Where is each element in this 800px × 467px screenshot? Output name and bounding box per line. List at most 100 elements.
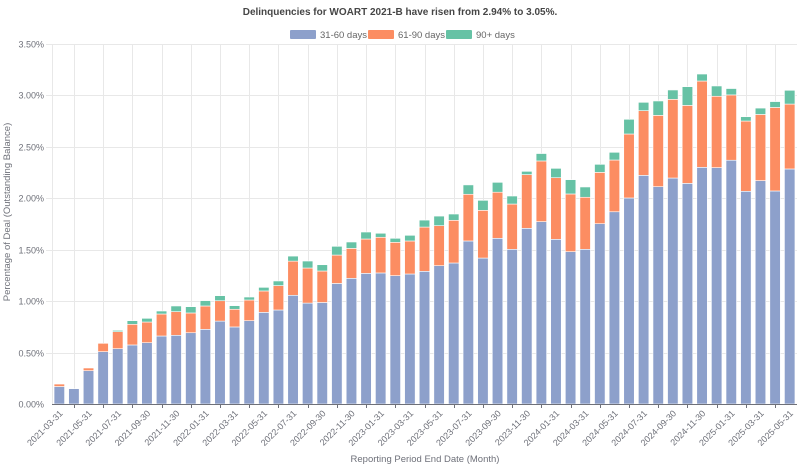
bar-stack[interactable] (550, 168, 562, 405)
bar-31-60-days[interactable] (594, 223, 606, 405)
bar-61-90-days[interactable] (272, 285, 284, 311)
bar-61-90-days[interactable] (608, 159, 620, 213)
bar-61-90-days[interactable] (126, 323, 138, 346)
bar-stack[interactable] (316, 264, 328, 405)
bar-stack[interactable] (477, 200, 489, 405)
bar-90-days[interactable] (652, 100, 664, 116)
bar-61-90-days[interactable] (53, 383, 65, 387)
bar-61-90-days[interactable] (316, 270, 328, 303)
bar-31-60-days[interactable] (608, 211, 620, 405)
bar-31-60-days[interactable] (754, 180, 767, 405)
bar-61-90-days[interactable] (638, 110, 650, 176)
bar-90-days[interactable] (638, 102, 650, 111)
bar-stack[interactable] (258, 287, 270, 405)
bar-90-days[interactable] (112, 330, 124, 332)
bar-90-days[interactable] (667, 89, 679, 100)
bar-31-60-days[interactable] (418, 271, 431, 405)
bar-31-60-days[interactable] (199, 329, 211, 405)
bar-90-days[interactable] (477, 200, 489, 211)
bar-61-90-days[interactable] (360, 238, 372, 274)
bar-61-90-days[interactable] (681, 105, 693, 184)
legend-item[interactable]: 31-60 days (290, 30, 367, 41)
bar-stack[interactable] (272, 280, 284, 405)
bar-90-days[interactable] (696, 73, 708, 82)
bar-90-days[interactable] (360, 231, 372, 240)
bar-stack[interactable] (141, 318, 153, 405)
bar-90-days[interactable] (156, 310, 168, 315)
bar-90-days[interactable] (491, 182, 504, 193)
bar-stack[interactable] (594, 164, 606, 405)
bar-61-90-days[interactable] (725, 94, 737, 161)
bar-61-90-days[interactable] (740, 120, 752, 192)
bar-stack[interactable] (667, 89, 679, 405)
bar-61-90-days[interactable] (579, 196, 591, 250)
bar-61-90-days[interactable] (448, 220, 460, 264)
bar-stack[interactable] (506, 195, 518, 405)
bar-90-days[interactable] (448, 213, 460, 221)
bar-61-90-days[interactable] (404, 240, 416, 275)
bar-90-days[interactable] (433, 215, 445, 226)
bar-31-60-days[interactable] (287, 294, 299, 405)
bar-31-60-days[interactable] (448, 262, 460, 405)
bar-31-60-days[interactable] (491, 238, 504, 405)
bar-31-60-days[interactable] (681, 183, 693, 405)
bar-stack[interactable] (652, 100, 664, 405)
bar-61-90-days[interactable] (550, 177, 562, 240)
bar-stack[interactable] (608, 152, 620, 405)
bar-31-60-days[interactable] (462, 240, 474, 405)
bar-90-days[interactable] (404, 235, 416, 242)
bar-90-days[interactable] (214, 295, 226, 302)
bar-stack[interactable] (170, 305, 182, 405)
bar-61-90-days[interactable] (243, 299, 255, 321)
bar-31-60-days[interactable] (302, 302, 314, 405)
bar-31-60-days[interactable] (97, 351, 109, 405)
bar-90-days[interactable] (594, 164, 606, 173)
bar-stack[interactable] (740, 116, 752, 405)
bar-31-60-days[interactable] (667, 177, 679, 405)
bar-90-days[interactable] (769, 101, 781, 108)
bar-61-90-days[interactable] (784, 103, 796, 170)
bar-stack[interactable] (725, 88, 737, 405)
bar-31-60-days[interactable] (82, 370, 95, 405)
bar-61-90-days[interactable] (418, 226, 431, 272)
bar-stack[interactable] (287, 255, 299, 405)
bar-61-90-days[interactable] (754, 114, 767, 181)
bar-31-60-days[interactable] (740, 190, 752, 405)
bar-90-days[interactable] (725, 88, 737, 96)
bar-90-days[interactable] (141, 318, 153, 323)
bar-stack[interactable] (579, 186, 591, 405)
bar-90-days[interactable] (506, 195, 518, 205)
bar-stack[interactable] (638, 102, 650, 405)
bar-stack[interactable] (345, 241, 358, 405)
bar-61-90-days[interactable] (433, 225, 445, 266)
bar-90-days[interactable] (272, 280, 284, 286)
bar-61-90-days[interactable] (696, 80, 708, 168)
bar-61-90-days[interactable] (156, 313, 168, 337)
bar-31-60-days[interactable] (258, 312, 270, 405)
bar-61-90-days[interactable] (302, 267, 314, 304)
legend-item[interactable]: 61-90 days (368, 30, 445, 41)
bar-90-days[interactable] (375, 232, 387, 238)
bar-31-60-days[interactable] (112, 348, 124, 405)
bar-stack[interactable] (375, 232, 387, 405)
bar-stack[interactable] (565, 179, 577, 405)
bar-stack[interactable] (389, 238, 401, 405)
bar-61-90-days[interactable] (535, 160, 547, 222)
bar-90-days[interactable] (418, 219, 431, 228)
bar-31-60-days[interactable] (53, 386, 65, 405)
bar-61-90-days[interactable] (667, 99, 679, 179)
bar-31-60-days[interactable] (623, 197, 635, 405)
bar-61-90-days[interactable] (185, 312, 197, 334)
bar-61-90-days[interactable] (112, 331, 124, 349)
bar-31-60-days[interactable] (272, 309, 284, 405)
bar-31-60-days[interactable] (433, 265, 445, 405)
bar-31-60-days[interactable] (316, 302, 328, 405)
bar-31-60-days[interactable] (696, 167, 708, 405)
bar-stack[interactable] (448, 213, 460, 405)
bar-61-90-days[interactable] (229, 308, 241, 328)
bar-31-60-days[interactable] (389, 275, 401, 405)
bar-61-90-days[interactable] (97, 343, 109, 352)
bar-61-90-days[interactable] (345, 248, 358, 279)
bar-90-days[interactable] (302, 260, 314, 269)
bar-61-90-days[interactable] (170, 311, 182, 336)
